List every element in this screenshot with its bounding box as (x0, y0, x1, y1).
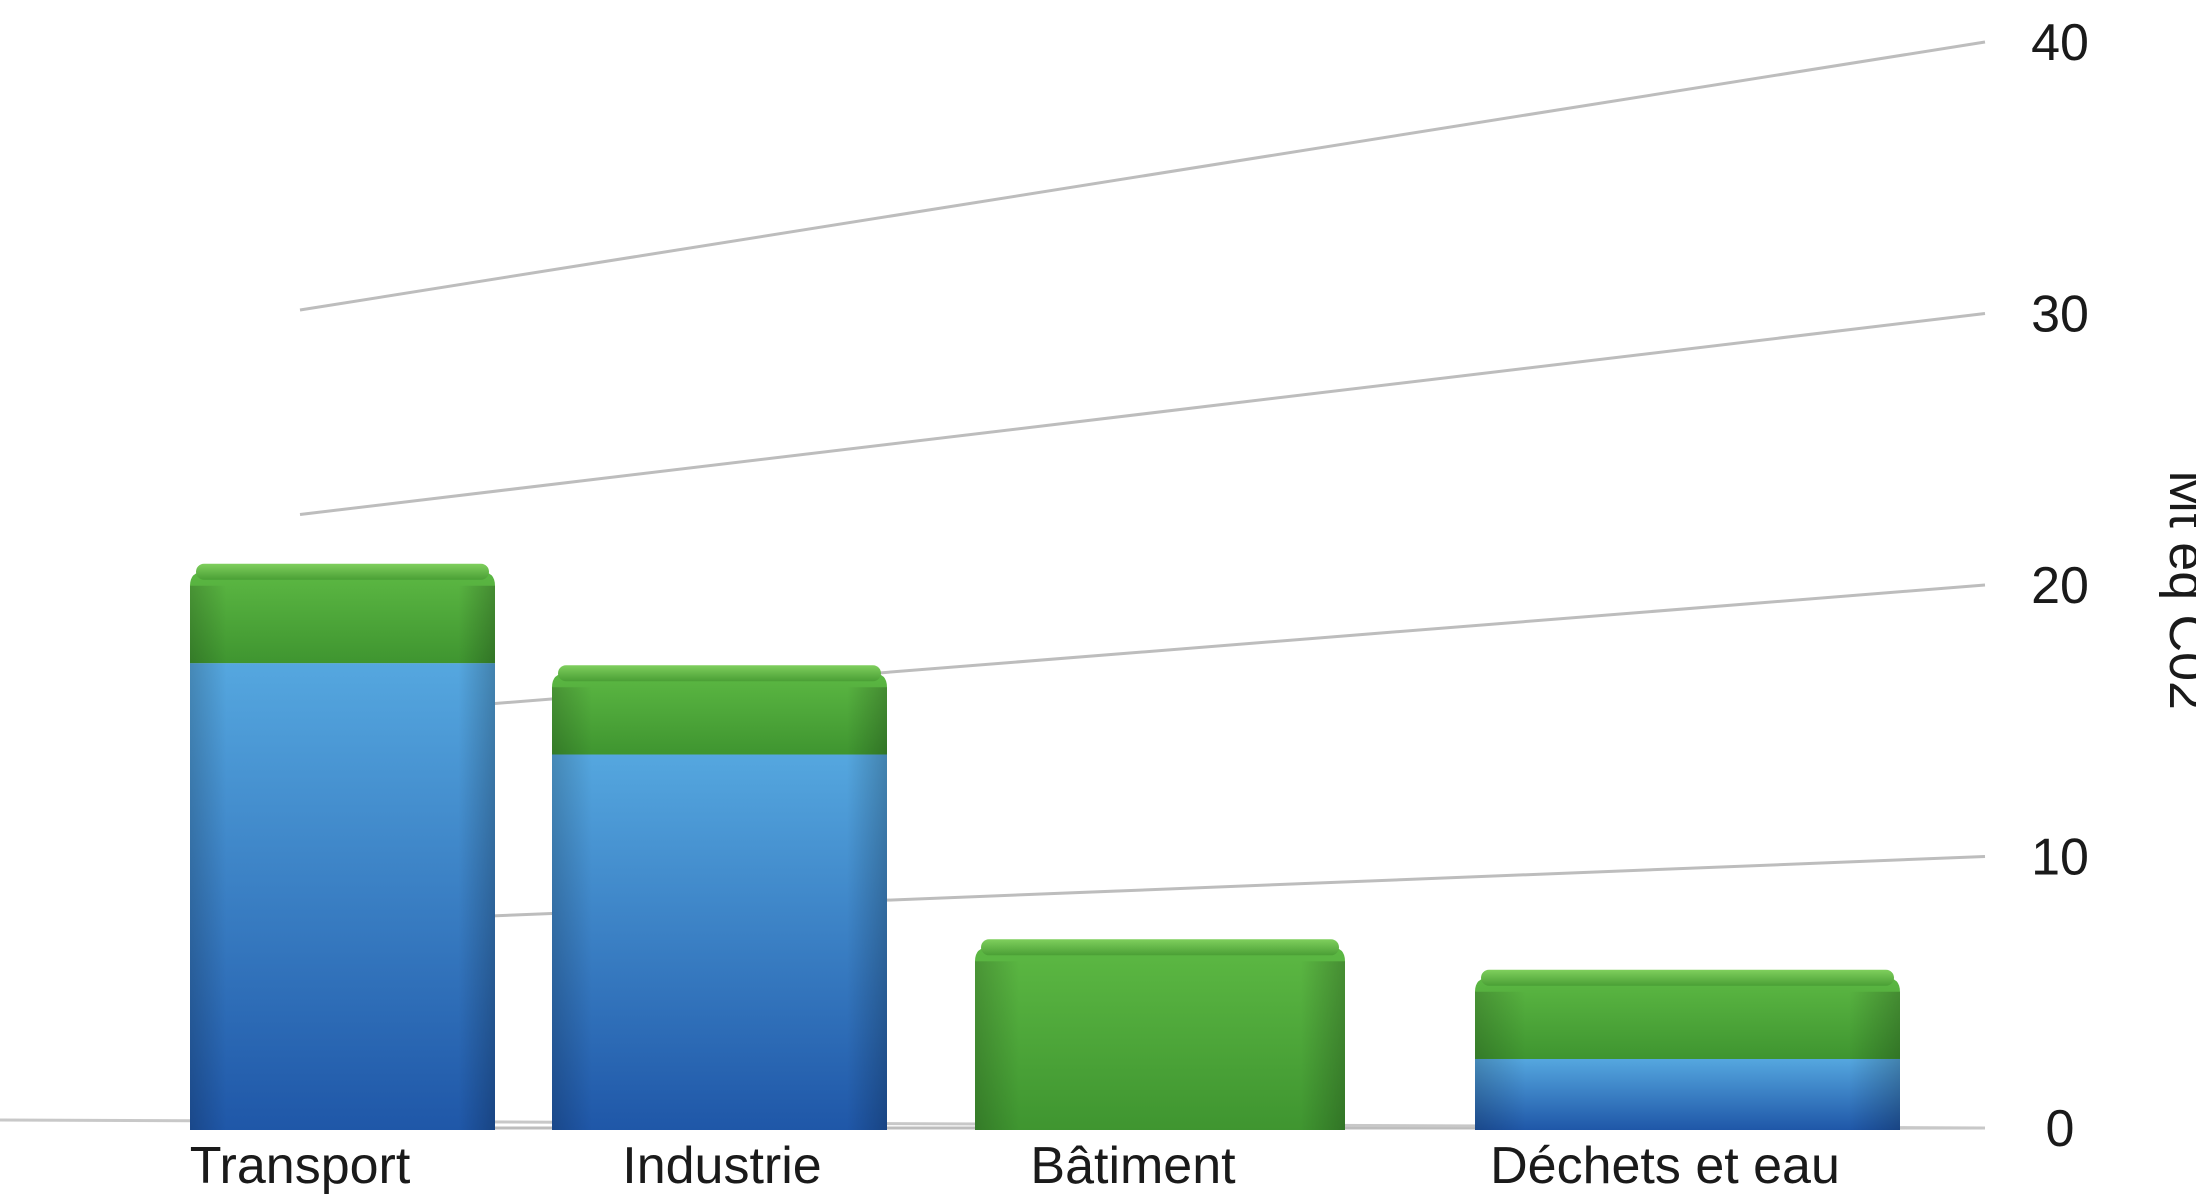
bar-shading (552, 687, 887, 755)
category-labels: Transport Industrie Bâtiment Déchets et eau (190, 1137, 1840, 1195)
y-tick-label: 10 (2031, 829, 2089, 887)
bar-top-face (558, 665, 881, 682)
y-tick-label: 30 (2031, 286, 2089, 344)
bar-top-face (196, 563, 489, 580)
x-category-label: Bâtiment (1030, 1137, 1236, 1195)
x-category-label: Transport (190, 1137, 411, 1195)
x-category-label: Déchets et eau (1490, 1137, 1840, 1195)
gridline (299, 40, 1986, 312)
bar-shading (552, 754, 887, 1130)
y-tick-label: 20 (2031, 557, 2089, 615)
bar-shading (1475, 1058, 1900, 1130)
x-category-label: Industrie (622, 1137, 821, 1195)
y-axis-title: Mt eq C02 (2158, 470, 2196, 710)
y-tick-label: 40 (2031, 14, 2089, 72)
bar-shading (1475, 991, 1900, 1059)
gridline (299, 312, 1986, 516)
y-tick-label: 0 (2046, 1100, 2075, 1158)
bar-top-face (981, 939, 1339, 956)
y-axis-ticks: 0 10 20 30 40 (2031, 14, 2089, 1158)
bars (190, 563, 1900, 1130)
bar-shading (190, 585, 495, 664)
bar-top-face (1481, 969, 1894, 986)
bar-shading (190, 663, 495, 1130)
bar-shading (975, 961, 1345, 1130)
